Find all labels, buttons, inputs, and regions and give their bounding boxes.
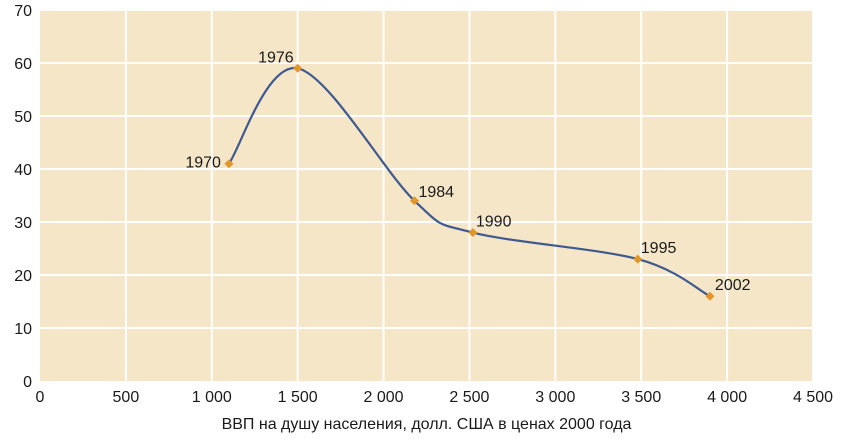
x-tick-label: 4 000	[707, 389, 747, 406]
data-point-marker	[705, 291, 715, 301]
x-tick-label: 1 000	[192, 389, 232, 406]
data-point-label: 2002	[715, 277, 751, 294]
y-tick-labels: 0 10 20 30 40 50 60 70	[14, 3, 32, 391]
y-tick-label: 60	[14, 56, 32, 73]
x-tick-label: 1 500	[278, 389, 318, 406]
data-markers	[224, 63, 715, 301]
plot-background	[40, 10, 813, 381]
data-point-label: 1990	[476, 214, 512, 231]
x-tick-label: 0	[36, 389, 45, 406]
x-axis-label: ВВП на душу населения, долл. США в ценах…	[222, 416, 632, 433]
data-point-label: 1984	[418, 184, 454, 201]
y-tick-label: 40	[14, 162, 32, 179]
data-point-marker	[409, 196, 419, 206]
data-point-label: 1970	[185, 155, 221, 172]
data-point-marker	[633, 254, 643, 264]
point-labels: 1970 1976 1984 1990 1995 2002	[185, 49, 750, 294]
x-tick-label: 500	[113, 389, 140, 406]
data-point-label: 1976	[258, 49, 294, 66]
y-tick-label: 70	[14, 3, 32, 20]
y-tick-label: 10	[14, 321, 32, 338]
x-tick-label: 4 500	[793, 389, 833, 406]
x-tick-label: 2 500	[449, 389, 489, 406]
x-tick-label: 2 000	[364, 389, 404, 406]
data-point-marker	[468, 228, 478, 238]
y-tick-label: 30	[14, 215, 32, 232]
y-tick-label: 0	[23, 374, 32, 391]
x-tick-label: 3 000	[535, 389, 575, 406]
data-point-label: 1995	[641, 240, 677, 257]
x-tick-labels: 0 500 1 000 1 500 2 000 2 500 3 000 3 500 4 000 4…	[36, 389, 834, 406]
y-tick-label: 50	[14, 109, 32, 126]
y-tick-label: 20	[14, 268, 32, 285]
x-tick-label: 3 500	[621, 389, 661, 406]
data-point-marker	[224, 159, 234, 169]
data-point-marker	[293, 63, 303, 73]
